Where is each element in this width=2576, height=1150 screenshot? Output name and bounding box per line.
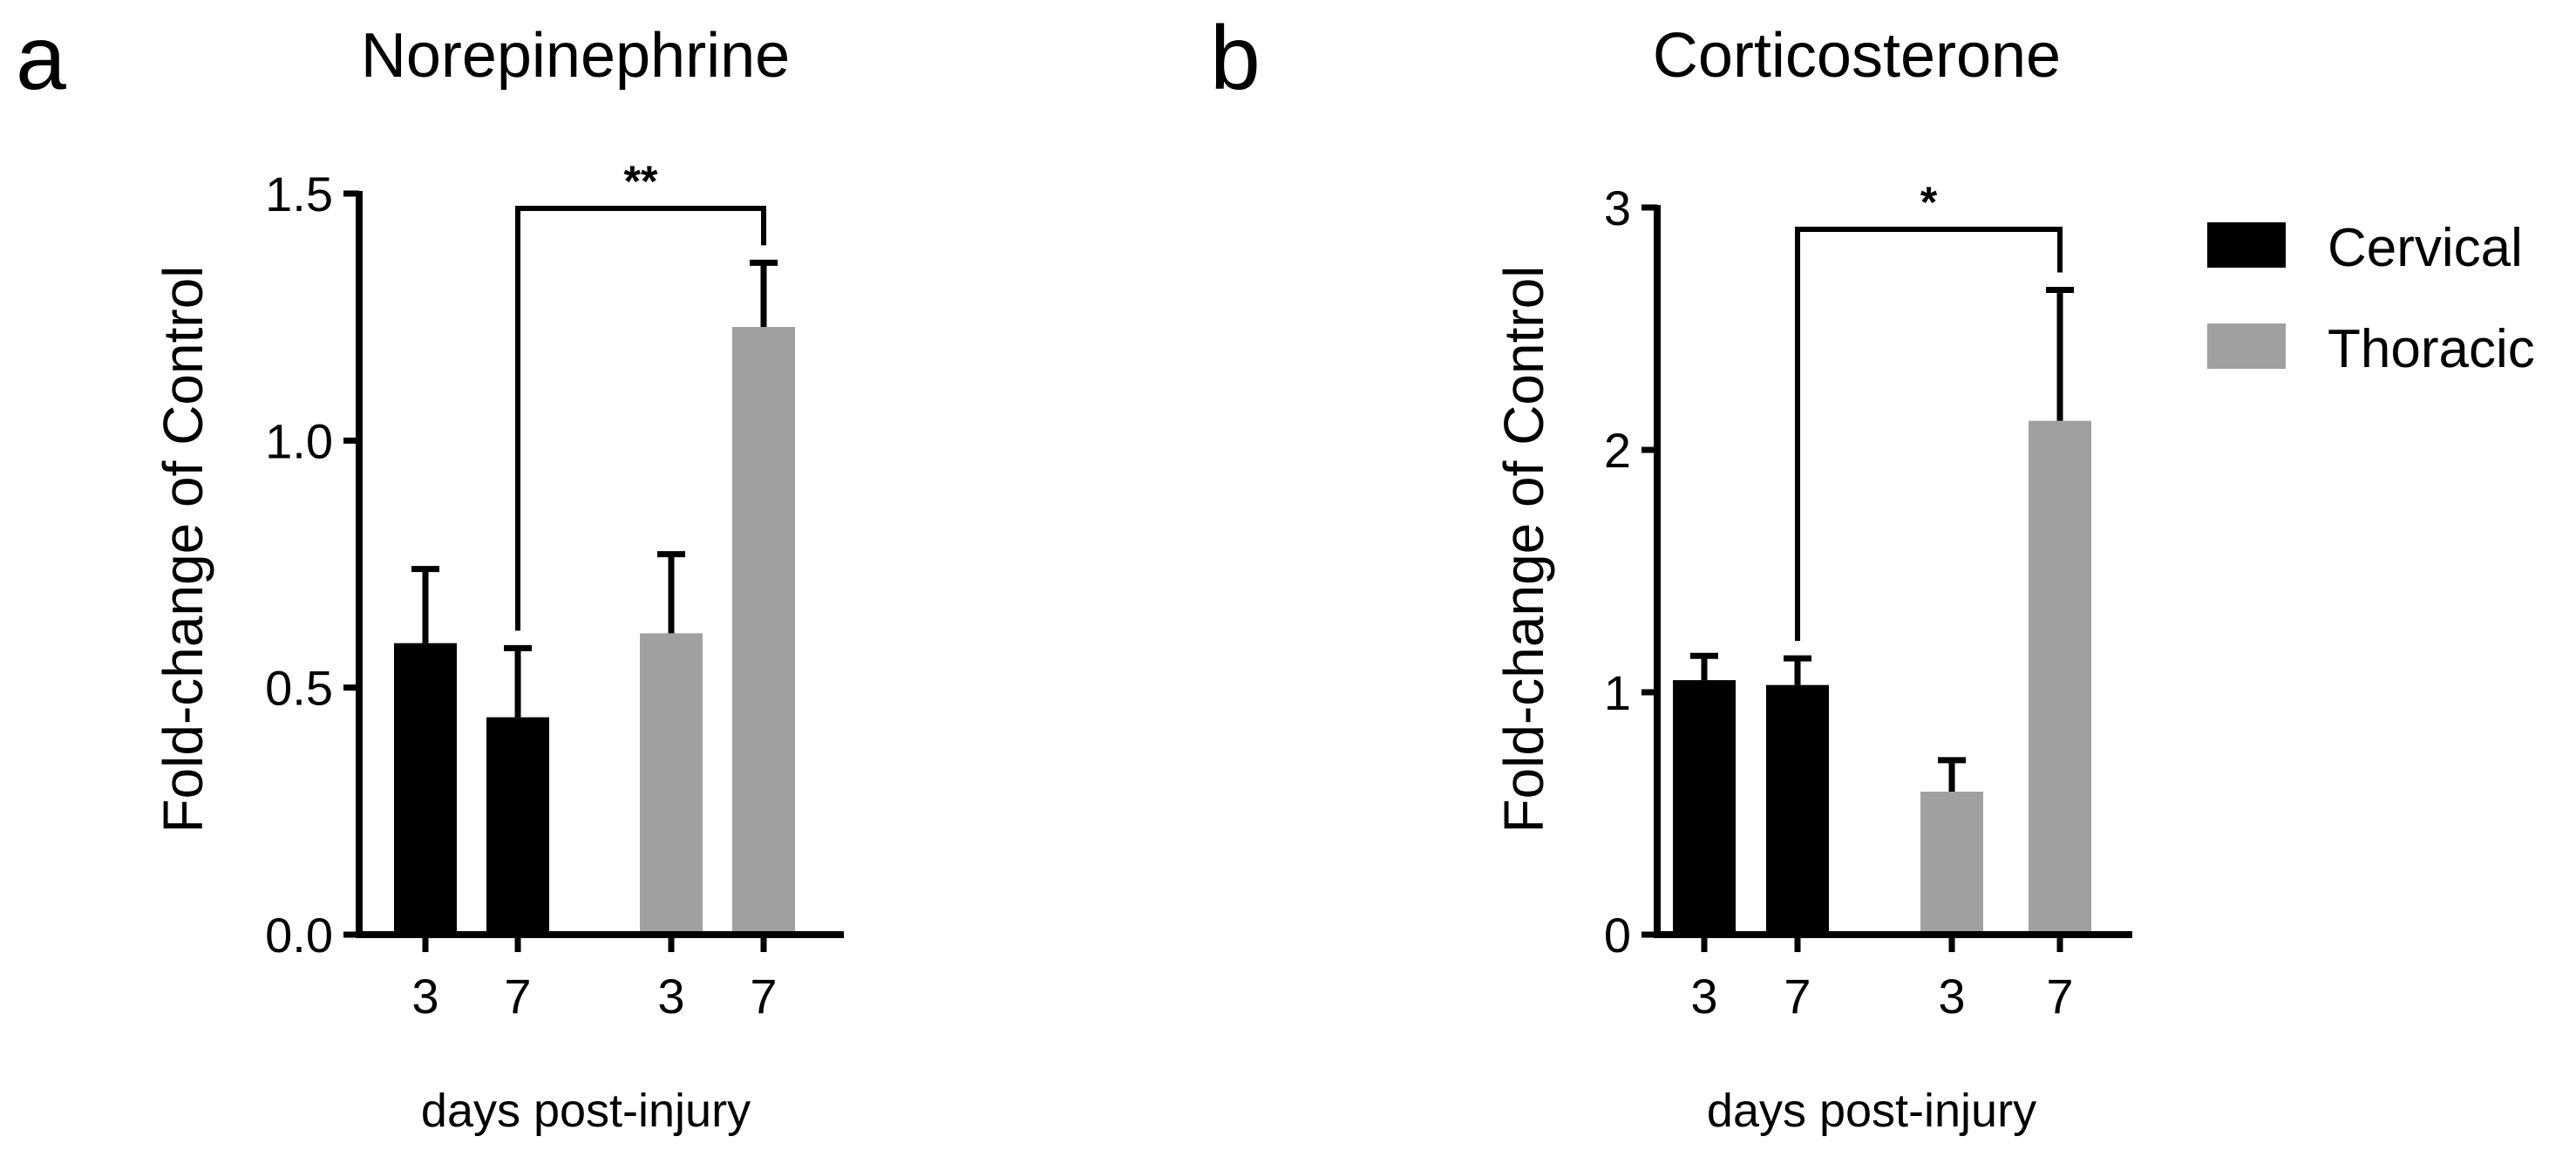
chart-a-xtick-label-1: 3 bbox=[411, 969, 438, 1024]
panel-letter-a: a bbox=[16, 8, 66, 109]
chart-b-bar-4 bbox=[2029, 420, 2091, 935]
chart-b-bar-2 bbox=[1766, 684, 1829, 935]
chart-a-ylabel: Fold-change of Control bbox=[152, 265, 214, 833]
chart-a-significance-label: ** bbox=[624, 157, 658, 206]
legend-swatch-cervical bbox=[2207, 222, 2286, 268]
legend-swatch-thoracic bbox=[2207, 323, 2286, 369]
chart-b-xtick-label-1: 3 bbox=[1690, 969, 1717, 1024]
chart-a-ytick-label-2: 0.5 bbox=[265, 661, 333, 716]
chart-a-bar-4 bbox=[732, 327, 795, 935]
chart-b-ytick-label-1: 0 bbox=[1604, 908, 1631, 963]
chart-b-xtick-label-4: 7 bbox=[2046, 969, 2073, 1024]
chart-a-ytick-label-4: 1.5 bbox=[265, 167, 333, 221]
chart-b-ylabel: Fold-change of Control bbox=[1492, 265, 1555, 833]
chart-a-xtick-label-4: 7 bbox=[750, 969, 777, 1024]
chart-a-significance-bracket bbox=[515, 206, 766, 631]
chart-b-xlabel: days post-injury bbox=[1707, 1085, 2036, 1137]
chart-b-significance-bracket bbox=[1795, 227, 2063, 642]
chart-a-ytick-label-1: 0.0 bbox=[265, 908, 333, 963]
chart-b-xtick-label-2: 7 bbox=[1784, 969, 1811, 1024]
chart-b-significance-label: * bbox=[1920, 178, 1938, 227]
chart-b-title: Corticosterone bbox=[1653, 21, 2061, 91]
chart-a-title: Norepinephrine bbox=[361, 21, 790, 91]
chart-b-bar-1 bbox=[1673, 680, 1736, 935]
chart-a-ytick-label-3: 1.0 bbox=[265, 413, 333, 468]
chart-b-bar-3 bbox=[1920, 791, 1983, 935]
legend-label-thoracic: Thoracic bbox=[2328, 319, 2535, 379]
legend-label-cervical: Cervical bbox=[2328, 218, 2523, 278]
chart-b-ytick-label-4: 3 bbox=[1604, 180, 1631, 235]
chart-a-xtick-label-2: 7 bbox=[504, 969, 531, 1024]
panel-letter-b: b bbox=[1210, 8, 1261, 109]
chart-a-xtick-label-3: 3 bbox=[657, 969, 684, 1024]
chart-b-ytick-label-2: 1 bbox=[1604, 665, 1631, 720]
chart-a-bar-1 bbox=[394, 643, 457, 935]
chart-a-bar-3 bbox=[640, 633, 703, 935]
chart-b-xtick-label-3: 3 bbox=[1938, 969, 1965, 1024]
chart-a-bar-2 bbox=[486, 717, 549, 935]
chart-marks: 3 7 3 7 0.0 0.5 1.0 1.5 ** 3 7 3 7 0 1 2 3 * bbox=[265, 157, 2132, 1024]
chart-b-ytick-label-3: 2 bbox=[1604, 423, 1631, 478]
chart-a-xlabel: days post-injury bbox=[421, 1085, 751, 1137]
